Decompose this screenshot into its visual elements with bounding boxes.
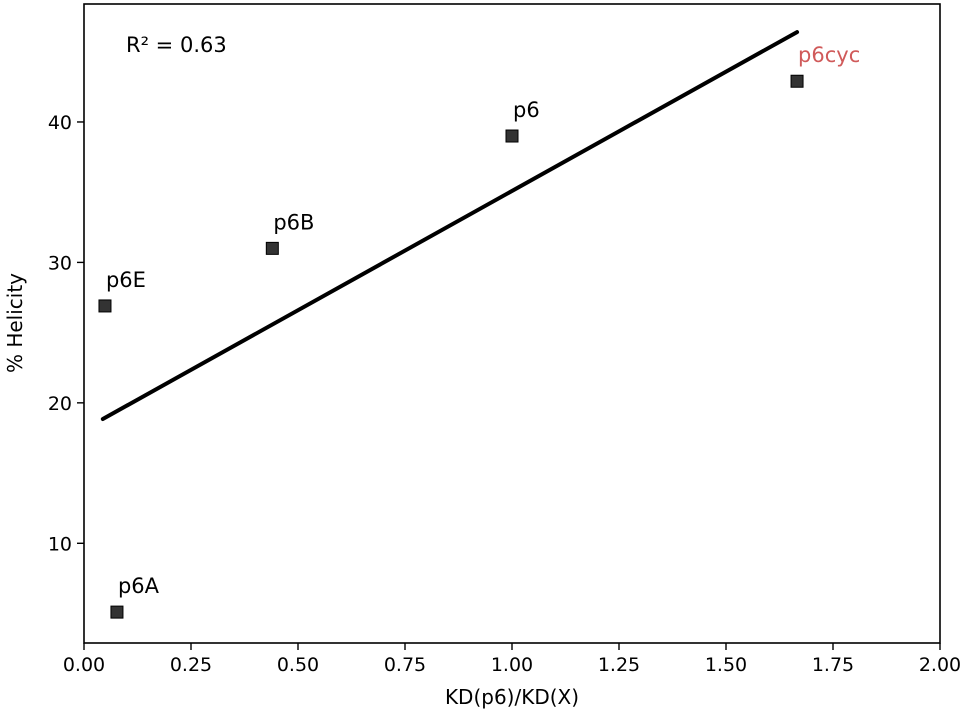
data-point-p6 bbox=[505, 129, 519, 143]
point-label-p6b: p6B bbox=[273, 210, 314, 234]
y-tick-label: 10 bbox=[48, 533, 72, 555]
x-tick-label: 1.50 bbox=[705, 654, 747, 676]
x-tick-label: 0.75 bbox=[384, 654, 426, 676]
x-tick-label: 0.25 bbox=[170, 654, 212, 676]
plot-area bbox=[83, 3, 941, 644]
y-tick-label: 20 bbox=[48, 393, 72, 415]
point-label-p6e: p6E bbox=[106, 268, 146, 292]
x-axis-ticks: 0.00 0.25 0.50 0.75 1.00 1.25 1.50 1.75 2.00 bbox=[63, 643, 961, 676]
plot-frame bbox=[83, 3, 941, 644]
data-point-p6cyc bbox=[790, 74, 804, 88]
y-tick-label: 40 bbox=[48, 112, 72, 134]
data-point-p6e bbox=[98, 299, 112, 313]
point-label-p6a: p6A bbox=[118, 574, 160, 598]
data-point-p6a bbox=[110, 605, 124, 619]
x-axis-label: KD(p6)/KD(X) bbox=[445, 685, 579, 709]
y-axis-label: % Helicity bbox=[3, 273, 27, 373]
x-tick-label: 1.75 bbox=[812, 654, 854, 676]
y-tick-label: 30 bbox=[48, 252, 72, 274]
r-squared-annotation: R² = 0.63 bbox=[126, 33, 227, 57]
data-point-p6b bbox=[265, 241, 279, 255]
x-tick-label: 0.50 bbox=[277, 654, 319, 676]
x-tick-label: 1.00 bbox=[491, 654, 533, 676]
x-tick-label: 2.00 bbox=[919, 654, 961, 676]
y-axis-ticks: 10 20 30 40 bbox=[48, 112, 84, 555]
x-tick-label: 1.25 bbox=[598, 654, 640, 676]
axes: 0.00 0.25 0.50 0.75 1.00 1.25 1.50 1.75 2.00 10 2… bbox=[48, 112, 961, 676]
data-points bbox=[98, 74, 804, 619]
x-tick-label: 0.00 bbox=[63, 654, 105, 676]
point-label-p6cyc: p6cyc bbox=[798, 43, 860, 67]
point-labels: p6A p6E p6B p6 p6cyc bbox=[106, 43, 860, 598]
point-label-p6: p6 bbox=[513, 98, 540, 122]
fit-line bbox=[100, 30, 800, 421]
regression-line bbox=[100, 30, 800, 421]
